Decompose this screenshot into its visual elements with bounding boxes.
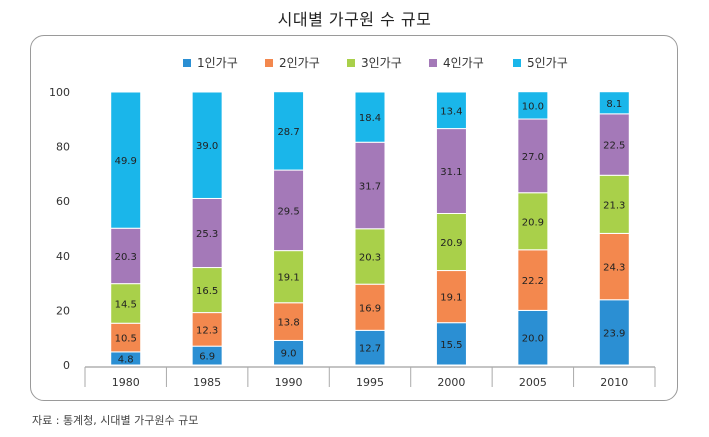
bar-segment: [517, 118, 549, 194]
data-label: 49.9: [115, 156, 137, 167]
bar-segment: [517, 192, 549, 251]
y-tick-label: 20: [56, 304, 70, 317]
bar-segment: [191, 267, 223, 314]
data-label: 10.0: [522, 101, 544, 112]
data-label: 19.1: [440, 293, 462, 304]
data-label: 22.5: [603, 141, 625, 152]
data-label: 39.0: [196, 141, 218, 152]
data-label: 29.5: [277, 206, 299, 217]
x-tick-label: 2000: [437, 376, 465, 389]
bar-segment: [273, 339, 305, 366]
bar-segment: [110, 283, 142, 324]
data-label: 9.0: [281, 349, 297, 360]
data-label: 19.1: [277, 273, 299, 284]
bar-segment: [435, 212, 467, 272]
chart-title: 시대별 가구원 수 규모: [277, 10, 432, 29]
data-label: 4.8: [118, 354, 134, 365]
bar-segment: [273, 302, 305, 341]
bar-segment: [435, 270, 467, 324]
data-label: 23.9: [603, 328, 625, 339]
data-label: 15.5: [440, 340, 462, 351]
chart-frame: [30, 35, 678, 401]
bar-segment: [598, 174, 630, 234]
x-tick-label: 1995: [356, 376, 384, 389]
bar-segment: [110, 91, 142, 229]
legend-swatch-3: [347, 59, 355, 67]
bar-segment: [598, 299, 630, 366]
bar-segment: [517, 249, 549, 311]
y-tick-label: 40: [56, 250, 70, 263]
legend-label-4: 4인가구: [443, 56, 484, 70]
data-label: 12.7: [359, 344, 381, 355]
bar-segment: [191, 91, 223, 199]
data-label: 28.7: [277, 127, 299, 138]
legend-swatch-2: [265, 59, 273, 67]
data-label: 20.3: [115, 252, 137, 263]
data-label: 6.9: [199, 352, 215, 363]
bar-segment: [517, 309, 549, 366]
data-label: 27.0: [522, 152, 544, 163]
x-tick-label: 1990: [275, 376, 303, 389]
bar-segment: [273, 169, 305, 252]
bar-segment: [598, 91, 630, 115]
data-label: 13.4: [440, 106, 462, 117]
data-label: 20.9: [440, 238, 462, 249]
data-label: 25.3: [196, 229, 218, 240]
y-tick-label: 100: [49, 86, 70, 99]
data-label: 13.8: [277, 318, 299, 329]
x-tick-label: 2005: [519, 376, 547, 389]
bar-segment: [354, 228, 386, 285]
legend-swatch-1: [183, 59, 191, 67]
bar-segment: [273, 91, 305, 171]
data-label: 18.4: [359, 113, 381, 124]
data-label: 31.1: [440, 167, 462, 178]
x-tick-label: 1980: [112, 376, 140, 389]
bar-segment: [435, 322, 467, 366]
data-label: 8.1: [606, 99, 622, 110]
source-note: 자료 : 통계청, 시대별 가구원수 규모: [32, 414, 199, 427]
data-label: 10.5: [115, 334, 137, 345]
legend-swatch-4: [429, 59, 437, 67]
bar-segment: [354, 283, 386, 331]
bar-segment: [110, 227, 142, 285]
legend-label-1: 1인가구: [197, 56, 238, 70]
data-label: 20.9: [522, 217, 544, 228]
legend-swatch-5: [513, 59, 521, 67]
legend-label-3: 3인가구: [361, 56, 402, 70]
data-label: 24.3: [603, 263, 625, 274]
data-label: 22.2: [522, 276, 544, 287]
data-label: 14.5: [115, 299, 137, 310]
legend-label-2: 2인가구: [279, 56, 320, 70]
data-label: 31.7: [359, 182, 381, 193]
y-tick-label: 80: [56, 141, 70, 154]
bar-segment: [435, 91, 467, 130]
data-label: 16.9: [359, 303, 381, 314]
data-label: 12.3: [196, 325, 218, 336]
bar-segment: [517, 91, 549, 120]
bar-segment: [354, 141, 386, 230]
data-label: 16.5: [196, 286, 218, 297]
bar-segment: [435, 128, 467, 214]
x-tick-label: 1985: [193, 376, 221, 389]
data-label: 20.3: [359, 252, 381, 263]
data-label: 21.3: [603, 200, 625, 211]
bar-segment: [354, 91, 386, 143]
data-label: 20.0: [522, 334, 544, 345]
bar-segment: [354, 329, 386, 366]
y-tick-label: 0: [63, 359, 70, 372]
x-tick-label: 2010: [600, 376, 628, 389]
legend-label-5: 5인가구: [527, 56, 568, 70]
y-tick-label: 60: [56, 195, 70, 208]
